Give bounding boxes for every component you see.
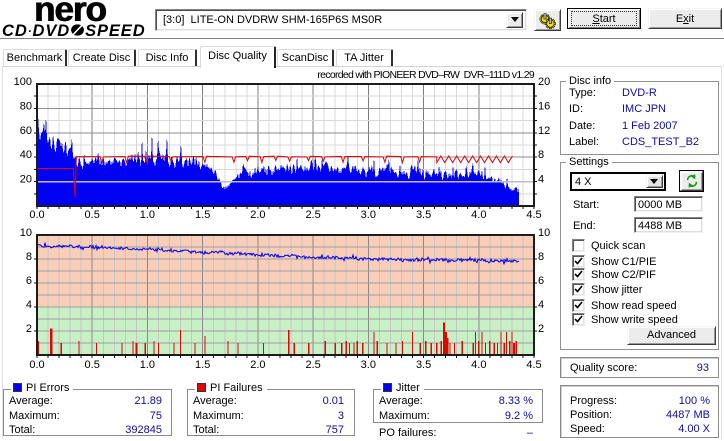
svg-text:16: 16 xyxy=(538,100,550,112)
svg-text:2: 2 xyxy=(26,323,32,335)
svg-text:4.5: 4.5 xyxy=(526,359,541,371)
svg-text:4: 4 xyxy=(538,174,544,186)
svg-text:6: 6 xyxy=(26,275,32,287)
svg-text:4.0: 4.0 xyxy=(471,359,486,371)
svg-text:3.0: 3.0 xyxy=(361,359,376,371)
svg-text:0.5: 0.5 xyxy=(85,209,100,221)
svg-text:100: 100 xyxy=(14,76,32,88)
svg-text:2.5: 2.5 xyxy=(305,209,320,221)
svg-text:60: 60 xyxy=(20,125,32,137)
svg-text:3.5: 3.5 xyxy=(416,209,431,221)
svg-text:1.5: 1.5 xyxy=(195,359,210,371)
svg-text:20: 20 xyxy=(20,174,32,186)
svg-text:8: 8 xyxy=(538,251,544,263)
svg-text:4: 4 xyxy=(538,299,544,311)
svg-text:4.0: 4.0 xyxy=(471,209,486,221)
svg-text:4: 4 xyxy=(26,299,32,311)
svg-text:2.0: 2.0 xyxy=(250,359,265,371)
svg-text:6: 6 xyxy=(538,275,544,287)
svg-text:3.0: 3.0 xyxy=(361,209,376,221)
svg-text:4.5: 4.5 xyxy=(526,209,541,221)
svg-text:1.0: 1.0 xyxy=(140,359,155,371)
svg-text:20: 20 xyxy=(538,76,550,88)
svg-text:8: 8 xyxy=(26,251,32,263)
svg-text:1.0: 1.0 xyxy=(140,209,155,221)
svg-text:2.0: 2.0 xyxy=(250,209,265,221)
svg-text:12: 12 xyxy=(538,125,550,137)
svg-text:3.5: 3.5 xyxy=(416,359,431,371)
svg-text:40: 40 xyxy=(20,149,32,161)
svg-text:80: 80 xyxy=(20,100,32,112)
svg-text:0.0: 0.0 xyxy=(29,209,44,221)
svg-text:0.0: 0.0 xyxy=(29,359,44,371)
svg-text:0.5: 0.5 xyxy=(85,359,100,371)
svg-text:8: 8 xyxy=(538,149,544,161)
svg-text:2: 2 xyxy=(538,323,544,335)
svg-text:2.5: 2.5 xyxy=(305,359,320,371)
svg-text:10: 10 xyxy=(538,227,550,239)
svg-text:10: 10 xyxy=(20,227,32,239)
svg-text:1.5: 1.5 xyxy=(195,209,210,221)
